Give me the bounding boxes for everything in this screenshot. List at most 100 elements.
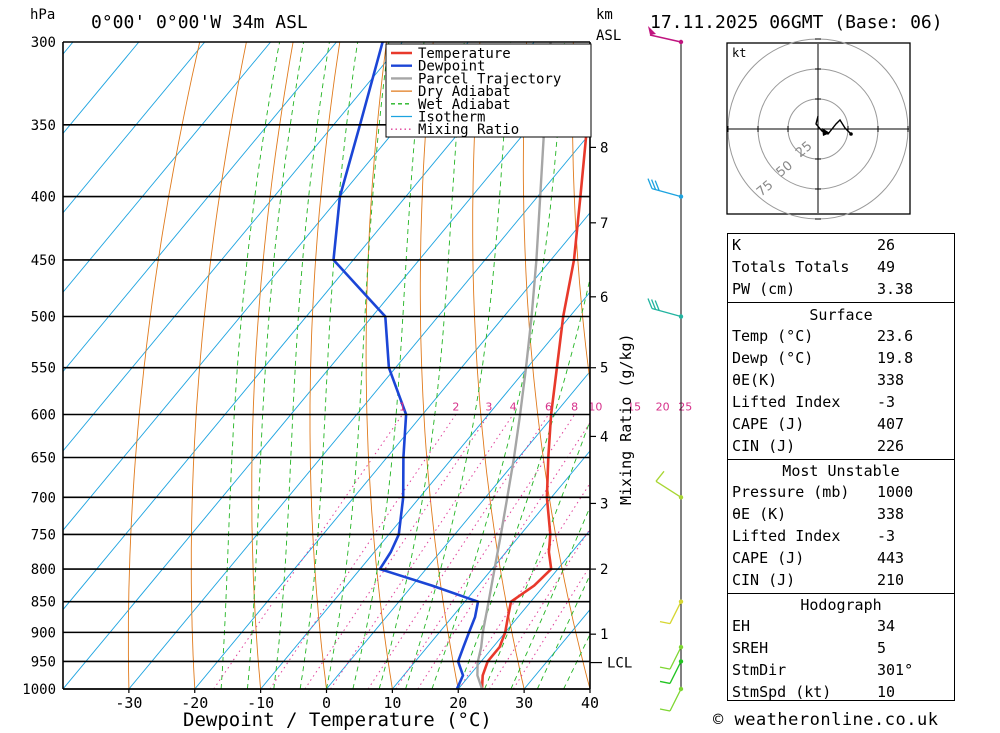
hodo-row: EH 34 [732,617,896,635]
wet-adiabat-line [246,42,305,689]
dry-adiabat-line [309,42,341,689]
wind-barb [659,644,684,670]
mixing-ratio-tick-label: 1 [399,400,406,413]
x-tick-label: -20 [181,694,208,712]
pressure-tick-label: 550 [31,361,56,377]
pressure-tick-label: 700 [31,490,56,506]
isotherm-line [63,42,271,293]
datetime-title: 17.11.2025 06GMT (Base: 06) [650,12,943,33]
wind-barb [659,659,684,685]
index-row-k: K 26 [732,236,896,254]
hodo-row: SREH 5 [732,639,887,657]
dry-adiabat-line [419,42,459,689]
x-tick-label: -10 [247,694,274,712]
legend-entry: Wet Adiabat [418,97,511,113]
pressure-tick-label: 450 [31,253,56,269]
divider [728,459,954,460]
isotherm-line [63,42,469,531]
units-asl: ASL [596,28,621,44]
surface-row: CIN (J) 226 [732,437,905,455]
isotherm-line [63,42,337,373]
pressure-tick-label: 500 [31,310,56,326]
wind-barb [655,470,684,500]
isotherm-line [63,42,140,135]
wet-adiabat-line [273,42,330,689]
storm-motion-arrow [822,128,830,136]
wet-adiabat-line [431,42,565,689]
wind-barb-feather [659,680,671,685]
mu-row: CAPE (J) 443 [732,549,905,567]
axes: 1 2 3 4 6 8 10 15 20 2530035040045050055060065070… [22,35,692,712]
wind-barb-shaft [669,601,682,624]
pressure-tick-label: 350 [31,118,56,134]
wind-barb-feather [647,298,653,309]
wet-adiabat-line [405,42,512,689]
dry-adiabat-line [522,42,590,689]
legend-entry: Mixing Ratio [418,122,519,138]
wind-barb-shaft [669,646,682,670]
x-tick-label: 20 [449,694,467,712]
legend-entry: Temperature [418,46,511,62]
surface-row: Lifted Index -3 [732,393,896,411]
hodograph-point [849,132,853,136]
x-tick-label: 30 [515,694,533,712]
legend-entry: Dry Adiabat [418,84,511,100]
isotherm-line [457,529,590,689]
divider [728,302,954,303]
units-hpa: hPa [30,7,55,23]
mu-row: Pressure (mb) 1000 [732,483,914,501]
wet-adiabat-line [299,42,359,689]
wet-adiabat-line [220,42,281,689]
km-tick-label: 1 [600,627,608,643]
pressure-tick-label: 650 [31,451,56,467]
surface-row: θE(K) 338 [732,371,905,389]
km-tick-label: 2 [600,562,608,578]
wind-barb-shaft [655,480,682,498]
hodograph-unit: kt [732,46,746,60]
wind-barb-feather [659,666,671,670]
legend-entry: Parcel Trajectory [418,71,561,87]
wet-adiabat-line [484,419,590,689]
mixing-ratio-labels: 1 2 3 4 6 8 10 15 20 25 [399,400,692,413]
indices-table: K 26 Totals Totals 49 PW (cm) 3.38 Surface … [727,233,955,701]
wet-adiabat-line [536,574,590,689]
dry-adiabat-line [365,42,393,689]
x-tick-label: 0 [322,694,331,712]
series-parcel-trajectory [476,42,552,689]
dry-adiabat-line [127,42,201,689]
pressure-tick-label: 300 [31,35,56,51]
x-tick-label: 10 [383,694,401,712]
wind-barb-feather [650,299,657,310]
wind-barb-flag [648,26,656,35]
wind-barb-shaft [651,307,682,318]
km-tick-label: 7 [600,216,608,232]
isotherm-line [128,132,590,689]
isotherm-line [63,42,206,214]
series-dewpoint [332,42,480,689]
wind-barb-feather [647,178,653,189]
isotherm-line [194,212,590,689]
pressure-tick-label: 750 [31,527,56,543]
wind-barb [659,686,684,712]
x-tick-label: 40 [581,694,599,712]
pressure-tick-label: 950 [31,654,56,670]
mixing-ratio-tick-label: 10 [588,400,602,413]
hodo-row: StmSpd (kt) 10 [732,683,896,701]
pressure-tick-label: 800 [31,562,56,578]
legend-entry: Dewpoint [418,59,485,75]
km-tick-label: 5 [600,361,608,377]
mixing-ratio-line [330,414,514,689]
mixing-ratio-tick-label: 8 [571,400,578,413]
wind-barb-feather [659,621,671,625]
mixing-ratio-tick-label: 25 [678,400,692,413]
wind-barbs [647,26,684,712]
pressure-grid [63,41,590,690]
hodograph-title: Hodograph [800,596,882,614]
pressure-tick-label: 850 [31,595,56,611]
mixing-ratio-line [304,414,490,689]
wind-barb [647,298,684,319]
km-tick-label: 6 [600,290,608,306]
wind-barb-shaft [669,688,682,712]
lcl-label: LCL [607,656,632,672]
